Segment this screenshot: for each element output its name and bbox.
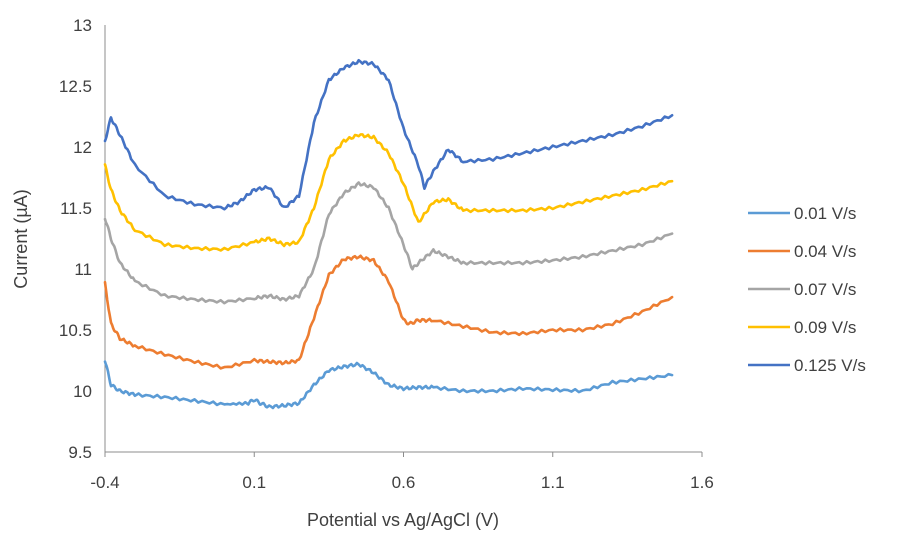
y-tick-label: 10 (73, 382, 92, 401)
y-tick-label: 11 (74, 260, 92, 279)
y-tick-label: 10.5 (59, 321, 92, 340)
series-line-4 (103, 133, 674, 252)
legend-label: 0.04 V/s (794, 242, 856, 261)
series-line-1 (103, 360, 674, 410)
series-line-3 (103, 181, 674, 305)
series-line-2 (103, 254, 674, 370)
x-tick-label: -0.4 (90, 473, 119, 492)
x-axis-title: Potential vs Ag/AgCl (V) (307, 510, 499, 530)
y-tick-label: 13 (73, 16, 92, 35)
x-tick-label: 0.1 (242, 473, 266, 492)
y-axis-title: Current (µA) (11, 189, 31, 288)
series-lines (103, 58, 674, 410)
legend-label: 0.09 V/s (794, 318, 856, 337)
y-tick-label: 9.5 (68, 443, 92, 462)
x-tick-label: 1.6 (690, 473, 714, 492)
y-tick-label: 12 (73, 138, 92, 157)
series-line-5 (103, 58, 674, 211)
legend: 0.01 V/s 0.04 V/s 0.07 V/s 0.09 V/s 0.125 V/… (748, 204, 866, 375)
x-tick-label: 0.6 (392, 473, 416, 492)
y-tick-label: 12.5 (59, 77, 92, 96)
legend-label: 0.07 V/s (794, 280, 856, 299)
legend-label: 0.01 V/s (794, 204, 856, 223)
legend-label: 0.125 V/s (794, 356, 866, 375)
x-axis-ticks: -0.4 0.1 0.6 1.1 1.6 (90, 452, 714, 492)
y-tick-label: 11.5 (60, 199, 92, 218)
y-axis-ticks: 9.5 10 10.5 11 11.5 12 12.5 13 (59, 16, 92, 462)
x-tick-label: 1.1 (541, 473, 565, 492)
